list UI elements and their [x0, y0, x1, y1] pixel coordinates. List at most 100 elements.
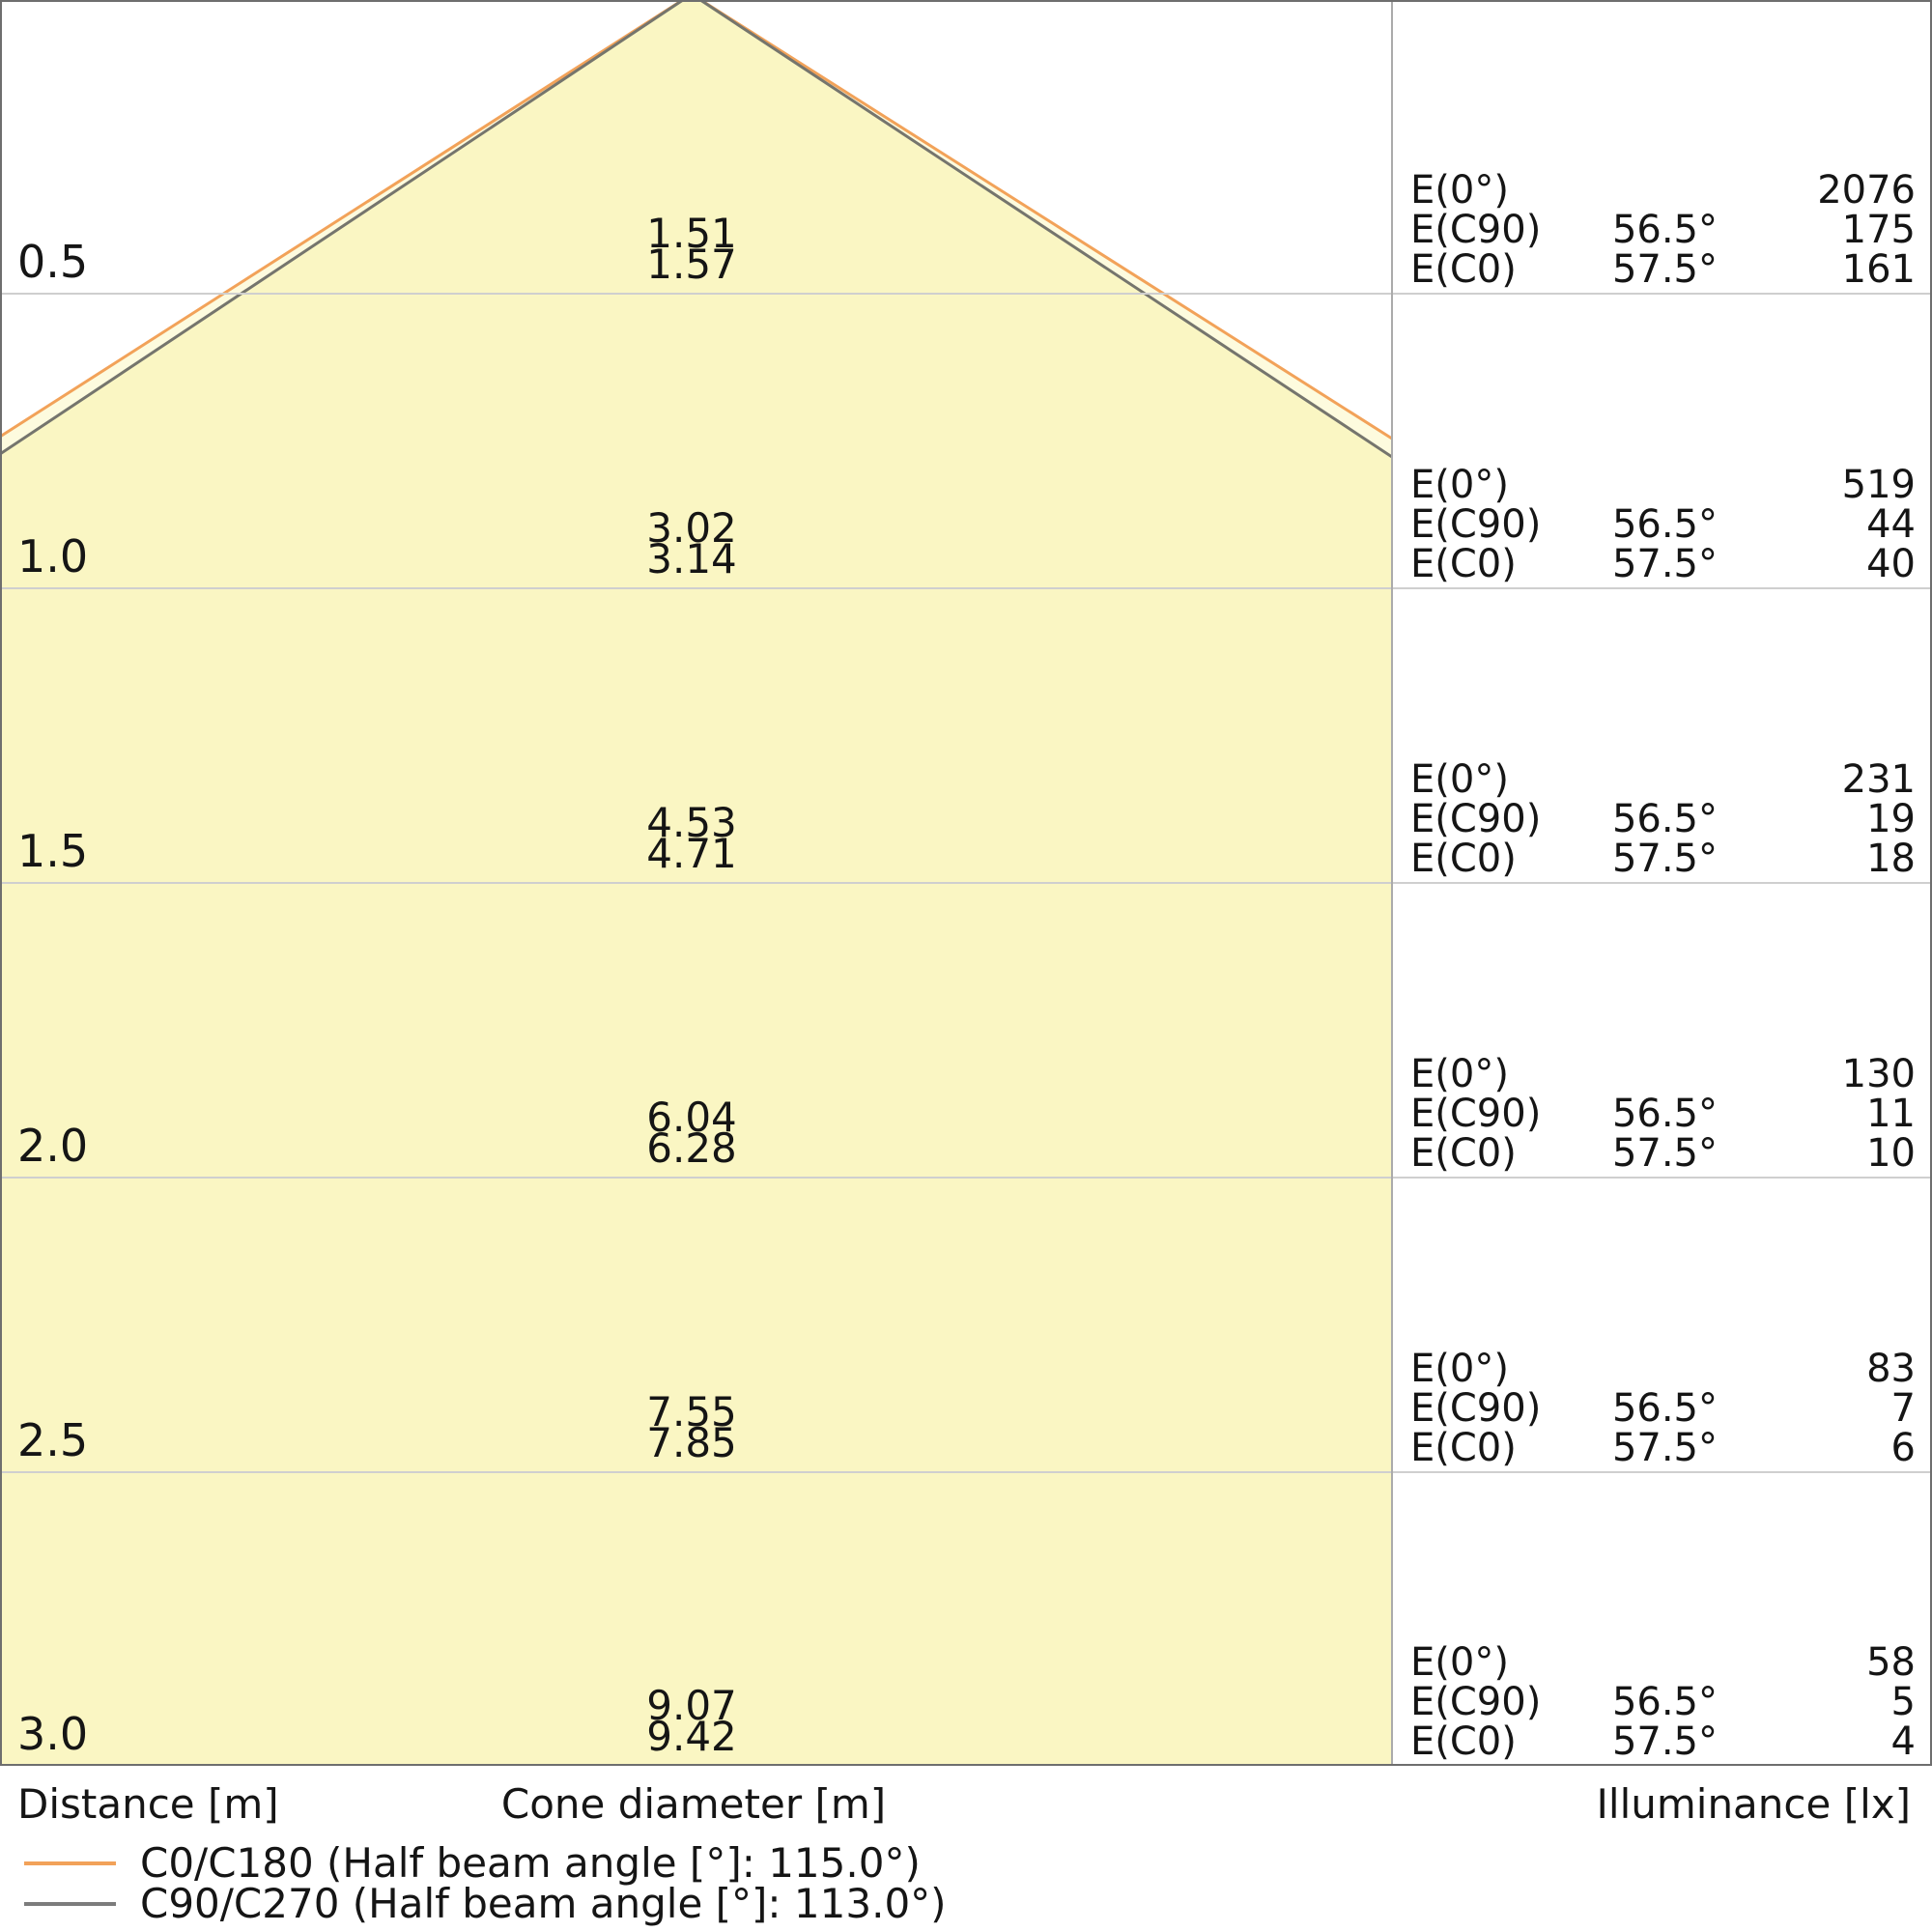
cone-diameter-c90: 7.55	[646, 1388, 737, 1435]
ec0-value: 18	[1866, 837, 1916, 881]
ec0-label: E(C0)	[1410, 1131, 1517, 1176]
e0-label: E(0°)	[1410, 757, 1509, 802]
ec90-value: 11	[1866, 1092, 1916, 1136]
cone-diameter-values: 4.53 4.71	[646, 799, 737, 877]
cone-diameter-c0: 4.71	[646, 830, 737, 877]
ec90-angle: 56.5°	[1611, 1386, 1718, 1431]
cone-diameter-c0: 3.14	[646, 535, 737, 582]
distance-label: 1.5	[17, 825, 89, 877]
distance-label: 3.0	[17, 1708, 89, 1760]
e0-label: E(0°)	[1410, 1347, 1509, 1391]
ec0-value: 161	[1841, 247, 1916, 292]
e0-label: E(0°)	[1410, 1640, 1509, 1685]
illuminance-block-2.5m: E(0°) 83 E(C90) 56.5° 7 E(C0) 57.5° 6	[1410, 1350, 1916, 1468]
ec0-label: E(C0)	[1410, 542, 1517, 586]
illuminance-block-0.5m: E(0°) 2076 E(C90) 56.5° 175 E(C0) 57.5° 161	[1410, 171, 1916, 290]
illuminance-block-2.0m: E(0°) 130 E(C90) 56.5° 11 E(C0) 57.5° 10	[1410, 1055, 1916, 1174]
cone-diameter-values: 9.07 9.42	[646, 1682, 737, 1760]
ec0-angle: 57.5°	[1611, 1426, 1718, 1470]
grid-line-1.5m	[0, 882, 1932, 884]
cone-diameter-c0: 9.42	[646, 1713, 737, 1760]
cone-diameter-c0: 7.85	[646, 1419, 737, 1466]
cone-diameter-c90: 3.02	[646, 504, 737, 552]
grid-line-1.0m	[0, 587, 1932, 589]
column-divider	[1391, 0, 1393, 1766]
ec0-value: 6	[1890, 1426, 1916, 1470]
cone-diameter-c0: 6.28	[646, 1124, 737, 1172]
cone-diameter-c90: 1.51	[646, 210, 737, 257]
axis-caption-illuminance: Illuminance [lx]	[1596, 1780, 1911, 1828]
ec90-label: E(C90)	[1410, 1680, 1542, 1724]
cone-diameter-c90: 9.07	[646, 1682, 737, 1729]
ec0-angle: 57.5°	[1611, 837, 1718, 881]
cone-line-c0-c180	[0, 0, 1392, 440]
grid-line-2.5m	[0, 1471, 1932, 1473]
ec90-angle: 56.5°	[1611, 502, 1718, 547]
legend-line-orange-icon	[24, 1861, 116, 1865]
e0-angle	[1582, 760, 1718, 800]
ec0-value: 40	[1866, 542, 1916, 586]
distance-label: 1.0	[17, 530, 89, 582]
ec90-value: 44	[1866, 502, 1916, 547]
cone-line-c90-c270	[0, 0, 1392, 459]
e0-value: 231	[1841, 757, 1916, 802]
ec90-value: 19	[1866, 797, 1916, 841]
e0-label: E(0°)	[1410, 463, 1509, 507]
ec0-label: E(C0)	[1410, 1719, 1517, 1764]
cone-diameter-values: 1.51 1.57	[646, 210, 737, 288]
e0-value: 83	[1866, 1347, 1916, 1391]
e0-label: E(0°)	[1410, 1052, 1509, 1096]
legend-line-gray-icon	[24, 1902, 116, 1906]
grid-line-0.5m	[0, 293, 1932, 295]
illuminance-block-1.5m: E(0°) 231 E(C90) 56.5° 19 E(C0) 57.5° 18	[1410, 760, 1916, 879]
ec0-angle: 57.5°	[1611, 542, 1718, 586]
e0-angle	[1582, 1350, 1718, 1389]
e0-angle	[1582, 171, 1718, 211]
cone-diameter-values: 3.02 3.14	[646, 504, 737, 582]
grid-line-2.0m	[0, 1177, 1932, 1179]
ec90-angle: 56.5°	[1611, 1680, 1718, 1724]
ec90-label: E(C90)	[1410, 1386, 1542, 1431]
ec0-value: 4	[1890, 1719, 1916, 1764]
distance-label: 2.5	[17, 1414, 89, 1466]
e0-angle	[1582, 466, 1718, 505]
ec0-angle: 57.5°	[1611, 1719, 1718, 1764]
ec0-label: E(C0)	[1410, 1426, 1517, 1470]
ec90-angle: 56.5°	[1611, 208, 1718, 252]
e0-value: 2076	[1817, 168, 1916, 213]
e0-label: E(0°)	[1410, 168, 1509, 213]
cone-diameter-values: 6.04 6.28	[646, 1094, 737, 1172]
ec0-label: E(C0)	[1410, 247, 1517, 292]
axis-caption-cone-diameter: Cone diameter [m]	[500, 1780, 887, 1828]
legend-label: C0/C180 (Half beam angle [°]: 115.0°)	[140, 1839, 921, 1887]
cone-diameter-c90: 4.53	[646, 799, 737, 846]
e0-value: 130	[1841, 1052, 1916, 1096]
ec90-value: 5	[1890, 1680, 1916, 1724]
ec90-label: E(C90)	[1410, 1092, 1542, 1136]
axis-caption-distance: Distance [m]	[17, 1780, 279, 1828]
ec90-angle: 56.5°	[1611, 797, 1718, 841]
cone-diameter-values: 7.55 7.85	[646, 1388, 737, 1466]
distance-label: 2.0	[17, 1120, 89, 1172]
ec0-angle: 57.5°	[1611, 247, 1718, 292]
ec90-value: 175	[1841, 208, 1916, 252]
e0-angle	[1582, 1643, 1718, 1683]
illuminance-block-3.0m: E(0°) 58 E(C90) 56.5° 5 E(C0) 57.5° 4	[1410, 1643, 1916, 1762]
e0-value: 519	[1841, 463, 1916, 507]
ec90-angle: 56.5°	[1611, 1092, 1718, 1136]
cone-diameter-c90: 6.04	[646, 1094, 737, 1141]
ec0-value: 10	[1866, 1131, 1916, 1176]
ec90-label: E(C90)	[1410, 208, 1542, 252]
legend-entry-c0-c180: C0/C180 (Half beam angle [°]: 115.0°)	[24, 1843, 921, 1884]
legend-entry-c90-c270: C90/C270 (Half beam angle [°]: 113.0°)	[24, 1884, 947, 1924]
legend-label: C90/C270 (Half beam angle [°]: 113.0°)	[140, 1880, 947, 1927]
distance-label: 0.5	[17, 236, 89, 288]
e0-angle	[1582, 1055, 1718, 1094]
ec90-value: 7	[1890, 1386, 1916, 1431]
illuminance-block-1.0m: E(0°) 519 E(C90) 56.5° 44 E(C0) 57.5° 40	[1410, 466, 1916, 584]
e0-value: 58	[1866, 1640, 1916, 1685]
ec0-angle: 57.5°	[1611, 1131, 1718, 1176]
cone-diameter-c0: 1.57	[646, 241, 737, 288]
ec0-label: E(C0)	[1410, 837, 1517, 881]
